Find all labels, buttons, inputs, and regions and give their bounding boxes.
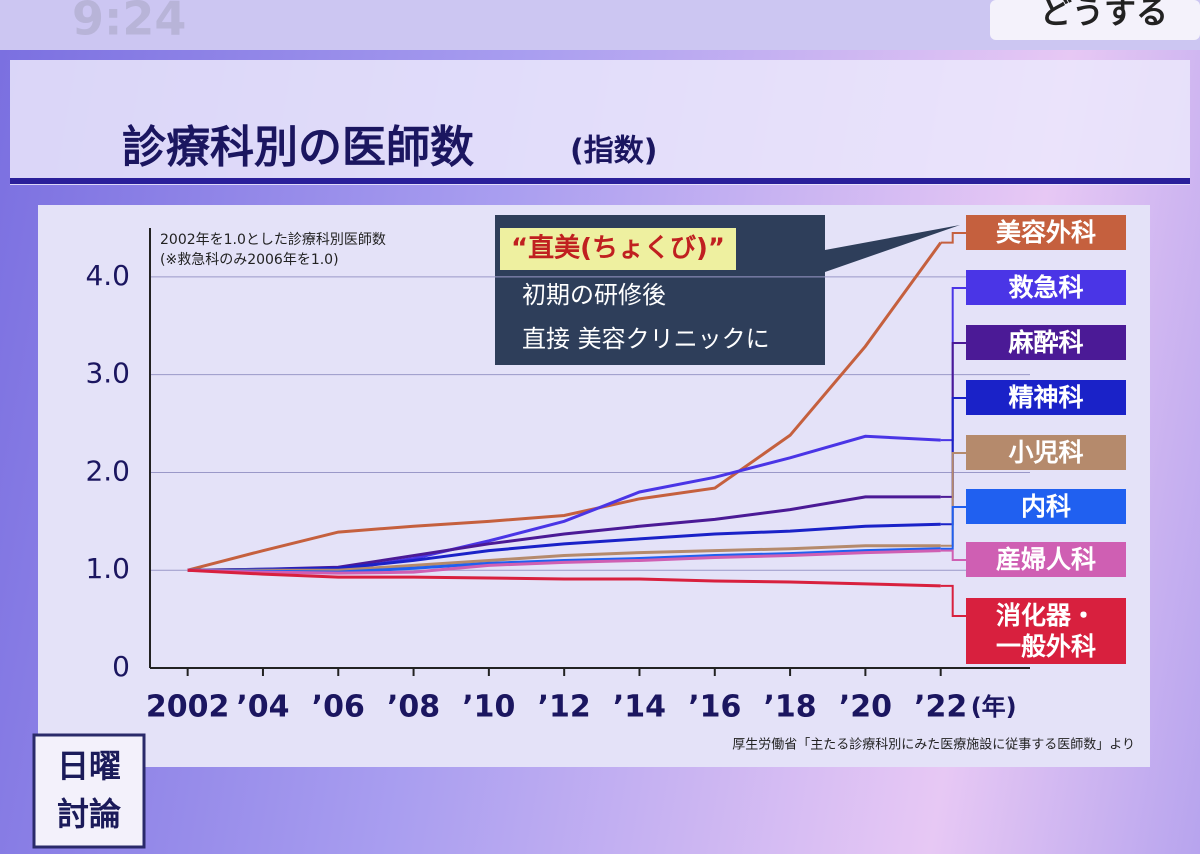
legend-entry: 産婦人科 [966,542,1126,577]
legend-label: 救急科 [1008,273,1084,302]
legend-entry: 消化器・一般外科 [966,598,1126,664]
chart-title-suffix: (指数) [570,134,657,169]
series-line [187,241,942,572]
legend-label: 産婦人科 [995,545,1096,574]
x-tick-label: ’16 [688,690,741,725]
note: (※救急科のみ2006年を1.0) [160,252,339,268]
callout-line: 初期の研修後 [522,281,666,309]
y-tick-label: 1.0 [85,552,130,585]
leader-line [940,452,966,547]
leader-line [940,584,966,617]
title-band [10,60,1190,185]
legend-entry: 内科 [966,489,1126,524]
legend-entry: 救急科 [966,270,1126,305]
y-tick-label: 3.0 [85,357,130,390]
legend-label: 消化器・一般外科 [995,601,1096,661]
program-name: 討論 [57,795,121,833]
x-tick-label: ’10 [462,690,515,725]
chart-title: 診療科別の医師数 [122,122,474,173]
x-unit: (年) [971,693,1017,721]
corner-tag-box [990,0,1200,40]
x-tick-label: ’12 [538,690,591,725]
x-tick-label: ’22 [914,690,967,725]
legend-label: 精神科 [1008,383,1084,412]
legend-label: 美容外科 [995,218,1096,247]
leader-line [940,549,966,561]
legend-label: 内科 [1020,492,1071,521]
legend-entry: 麻酔科 [966,325,1126,360]
callout-highlight: “直美(ちょくび)” [511,233,725,264]
legend-entry: 精神科 [966,380,1126,415]
series-line [187,549,941,575]
program-name: 日曜 [57,747,121,785]
series-line [187,522,941,572]
legend-entry: 美容外科 [966,215,1126,250]
legend-label: 小児科 [1008,438,1084,467]
x-tick-label: ’04 [236,690,289,725]
callout-line: 直接 美容クリニックに [522,325,770,353]
y-tick-label: 4.0 [85,259,130,292]
x-tick-label: ’06 [312,690,365,725]
series-line [187,568,941,588]
y-tick-label: 0 [112,650,130,683]
legend-label: 麻酔科 [1008,328,1084,357]
callout-pointer [825,225,960,272]
source: 厚生労働省「主たる診療科別にみた医療施設に従事する医師数」より [732,737,1135,753]
clock: 9:24 [72,0,186,46]
x-tick-label: ’08 [387,690,440,725]
note: 2002年を1.0とした診療科別医師数 [160,231,386,248]
leader-line [940,232,966,244]
title-rule [10,178,1190,184]
x-tick-label: ’20 [839,690,892,725]
y-tick-label: 2.0 [85,454,130,487]
x-tick-label: ’14 [613,690,666,725]
callout-highlight-box [500,228,736,270]
legend-entry: 小児科 [966,435,1126,470]
x-tick-label: 2002 [146,690,230,725]
series-line [187,544,941,572]
corner-tag: どうする [1040,0,1168,31]
x-tick-label: ’18 [764,690,817,725]
program-logo [32,733,146,849]
leader-line [940,506,966,550]
